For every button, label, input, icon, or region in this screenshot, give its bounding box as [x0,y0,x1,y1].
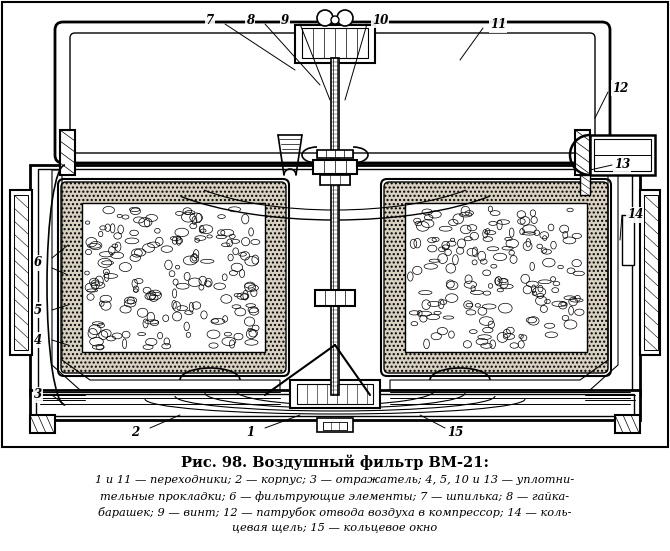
Bar [640,190,660,355]
FancyBboxPatch shape [55,22,610,163]
Text: 14: 14 [627,208,643,222]
Text: 12: 12 [612,82,628,95]
Circle shape [331,16,339,24]
Circle shape [337,10,353,26]
Text: тельные прокладки; 6 — фильтрующие элементы; 7 — шпилька; 8 — гайка-: тельные прокладки; 6 — фильтрующие элеме… [100,491,570,502]
Bar [30,165,640,395]
Circle shape [317,10,333,26]
Text: 7: 7 [206,14,214,26]
Bar [38,169,632,391]
Text: 4: 4 [34,333,42,347]
Bar [313,160,357,174]
Bar [60,130,75,175]
Bar [290,380,380,408]
Text: 8: 8 [246,14,254,26]
Text: 3: 3 [34,388,42,402]
Bar [317,150,353,158]
Bar [302,28,368,58]
Text: 6: 6 [34,257,42,269]
Text: 1: 1 [246,425,254,439]
Bar [317,418,353,432]
Text: Рис. 98. Воздушный фильтр ВМ-21:: Рис. 98. Воздушный фильтр ВМ-21: [181,455,489,471]
Text: 1 и 11 — переходники; 2 — корпус; 3 — отражатель; 4, 5, 10 и 13 — уплотни-: 1 и 11 — переходники; 2 — корпус; 3 — от… [95,475,575,485]
Bar [644,195,658,350]
Bar [315,290,355,306]
Bar [14,195,28,350]
Bar [590,135,655,175]
Bar [82,203,265,352]
FancyBboxPatch shape [61,182,286,373]
Bar [0,0,670,430]
Bar [295,25,375,63]
Text: 10: 10 [372,14,388,26]
Bar [36,394,634,416]
Bar [30,415,55,433]
FancyBboxPatch shape [384,182,608,373]
Bar [10,190,32,355]
Bar [594,139,651,171]
Text: 11: 11 [490,19,506,31]
FancyBboxPatch shape [381,179,611,376]
Text: барашек; 9 — винт; 12 — патрубок отвода воздуха в компрессор; 14 — коль-: барашек; 9 — винт; 12 — патрубок отвода … [98,507,572,518]
Text: 9: 9 [281,14,289,26]
Bar [331,58,339,395]
Bar [297,384,373,404]
Bar [615,415,640,433]
Bar [575,130,590,175]
Text: 5: 5 [34,304,42,316]
Bar [320,175,350,185]
Bar [405,203,587,352]
Text: 13: 13 [614,159,630,171]
Bar [580,175,590,195]
FancyBboxPatch shape [58,179,289,376]
Text: цевая щель; 15 — кольцевое окно: цевая щель; 15 — кольцевое окно [232,523,438,533]
Bar [323,422,347,430]
Bar [2,2,668,447]
Text: 2: 2 [131,425,139,439]
Bar [30,390,640,420]
Text: 15: 15 [447,425,463,439]
Bar [622,215,634,265]
